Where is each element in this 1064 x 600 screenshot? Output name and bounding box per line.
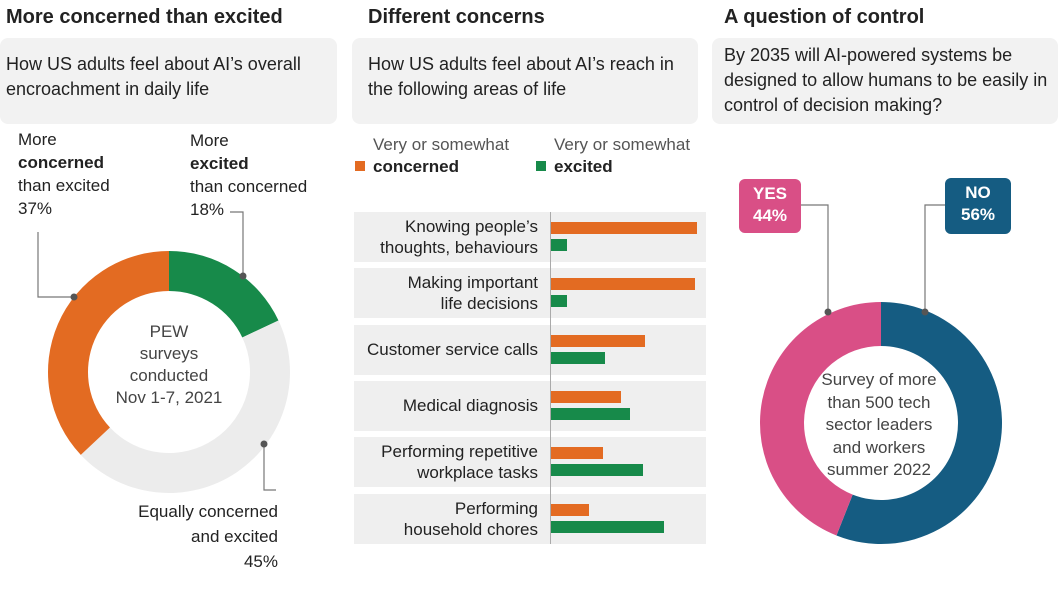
bar-row: Knowing people’s thoughts, behaviours [354,212,706,262]
leader-line-equal [263,444,276,491]
panel1-title: More concerned than excited [6,6,283,28]
category-label: Making important life decisions [407,273,538,313]
leader-dot-concerned [70,293,78,301]
leader-line-concerned [37,232,74,298]
bar-excited [551,408,631,420]
category-label: Medical diagnosis [402,396,538,415]
leader-line-excited [230,211,244,276]
leader-dot-yes [824,308,832,316]
slice-more-excited [169,251,279,338]
slice-yes [760,302,881,536]
bar-excited [551,464,643,476]
bar-excited [551,352,605,364]
bar-excited [551,521,665,533]
category-label: Knowing people’s thoughts, behaviours [380,217,538,257]
label-equally: Equally concerned and excited 45% [138,502,278,571]
bar-excited [551,239,568,251]
bar-row: Customer service calls [354,325,706,375]
label-more-concerned: More concerned than excited 37% [18,130,110,218]
panel3-question: By 2035 will AI-powered systems be desig… [712,38,1058,124]
leader-line-no [924,204,945,312]
panel2-question: How US adults feel about AI’s reach in t… [352,38,698,124]
bar-axis-line [550,212,551,544]
bar-row: Making important life decisions [354,268,706,318]
slice-more-concerned [48,251,169,455]
bar-excited [551,295,568,307]
bar-concerned [551,222,697,234]
bar-concerned [551,335,645,347]
legend-excited: Very or somewhat excited [536,134,690,178]
bar-row: Medical diagnosis [354,381,706,431]
category-label: Customer service calls [367,340,538,359]
no-label: NO 56% [945,178,1011,234]
leader-dot-equal [260,440,268,448]
label-more-excited: More excited than concerned 18% [190,131,308,219]
legend-excited-swatch [536,161,546,171]
leader-dot-no [921,308,929,316]
slice-no [836,302,1002,544]
bar-concerned [551,447,604,459]
bar-concerned [551,504,589,516]
panel3-title: A question of control [724,6,925,28]
bar-concerned [551,278,695,290]
legend-concerned-swatch [355,161,365,171]
leader-line-yes [801,204,829,312]
panel2-title: Different concerns [368,6,545,28]
bar-row: Performing household chores [354,494,706,544]
leader-dot-excited [239,272,247,280]
bar-row: Performing repetitive workplace tasks [354,437,706,487]
donut1-center-text: PEW surveys conducted Nov 1-7, 2021 [115,322,223,407]
category-label: Performing household chores [403,499,538,539]
bar-concerned [551,391,622,403]
category-label: Performing repetitive workplace tasks [381,442,538,482]
slice-equally-concerned [80,320,290,493]
panel1-question: How US adults feel about AI’s overall en… [0,38,337,124]
legend-concerned: Very or somewhat concerned [355,134,509,178]
donut2-center-text: Survey of more than 500 tech sector lead… [821,370,937,479]
yes-label: YES 44% [739,179,801,233]
